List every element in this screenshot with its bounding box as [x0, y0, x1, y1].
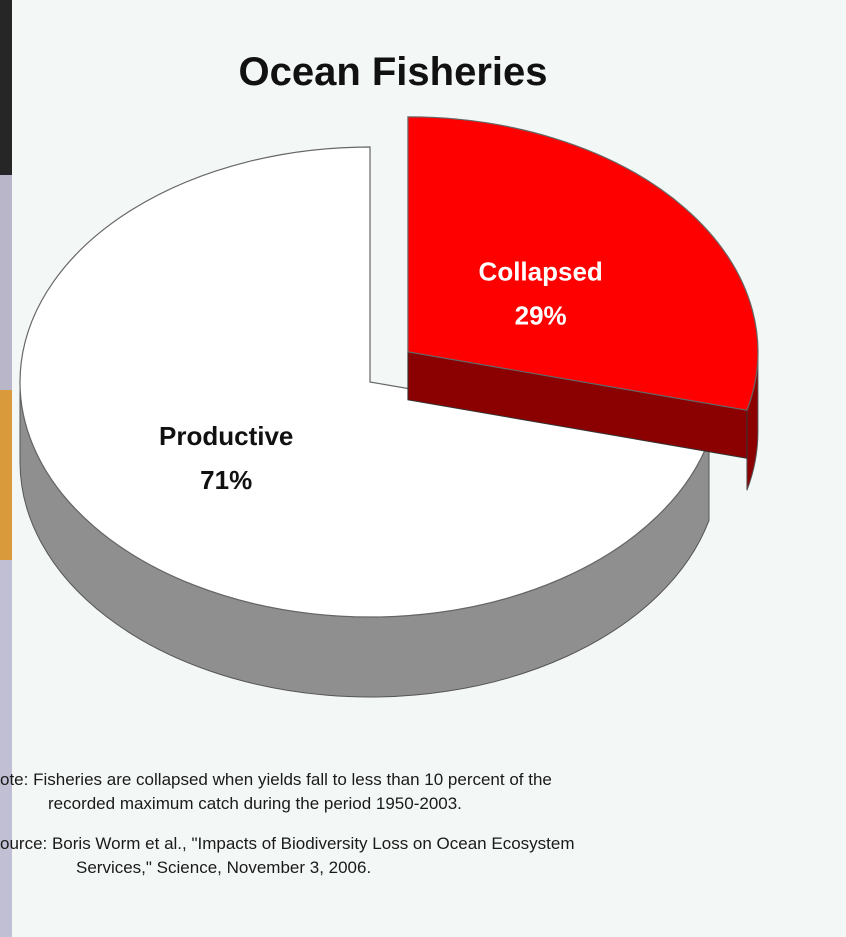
slice-label-productive: Productive [159, 421, 293, 451]
edge-segment-lavender [0, 175, 12, 390]
pie-slices-layer [19, 116, 759, 698]
edge-segment-orange [0, 390, 12, 560]
pie-slice-productive-top [19, 146, 710, 618]
pie-slice-collapsed [407, 116, 759, 491]
pie-slice-collapsed-top [407, 116, 759, 411]
note-line-2: recorded maximum catch during the period… [48, 794, 462, 813]
pie-labels-layer: Productive 71% Collapsed 29% [159, 257, 603, 495]
slice-value-label-collapsed: 29% [515, 301, 567, 331]
source-line-1: ource: Boris Worm et al., "Impacts of Bi… [0, 834, 575, 853]
note-line-1: ote: Fisheries are collapsed when yields… [0, 770, 552, 789]
source-line-2: Services," Science, November 3, 2006. [76, 858, 372, 877]
slice-value-label-productive: 71% [200, 465, 252, 495]
edge-segment-dark [0, 0, 12, 175]
chart-title: Ocean Fisheries [238, 50, 548, 94]
slice-label-collapsed: Collapsed [479, 257, 603, 287]
left-edge-strip [0, 0, 12, 937]
pie-slice-productive [19, 146, 710, 698]
edge-segment-lavender-lower [0, 560, 12, 937]
